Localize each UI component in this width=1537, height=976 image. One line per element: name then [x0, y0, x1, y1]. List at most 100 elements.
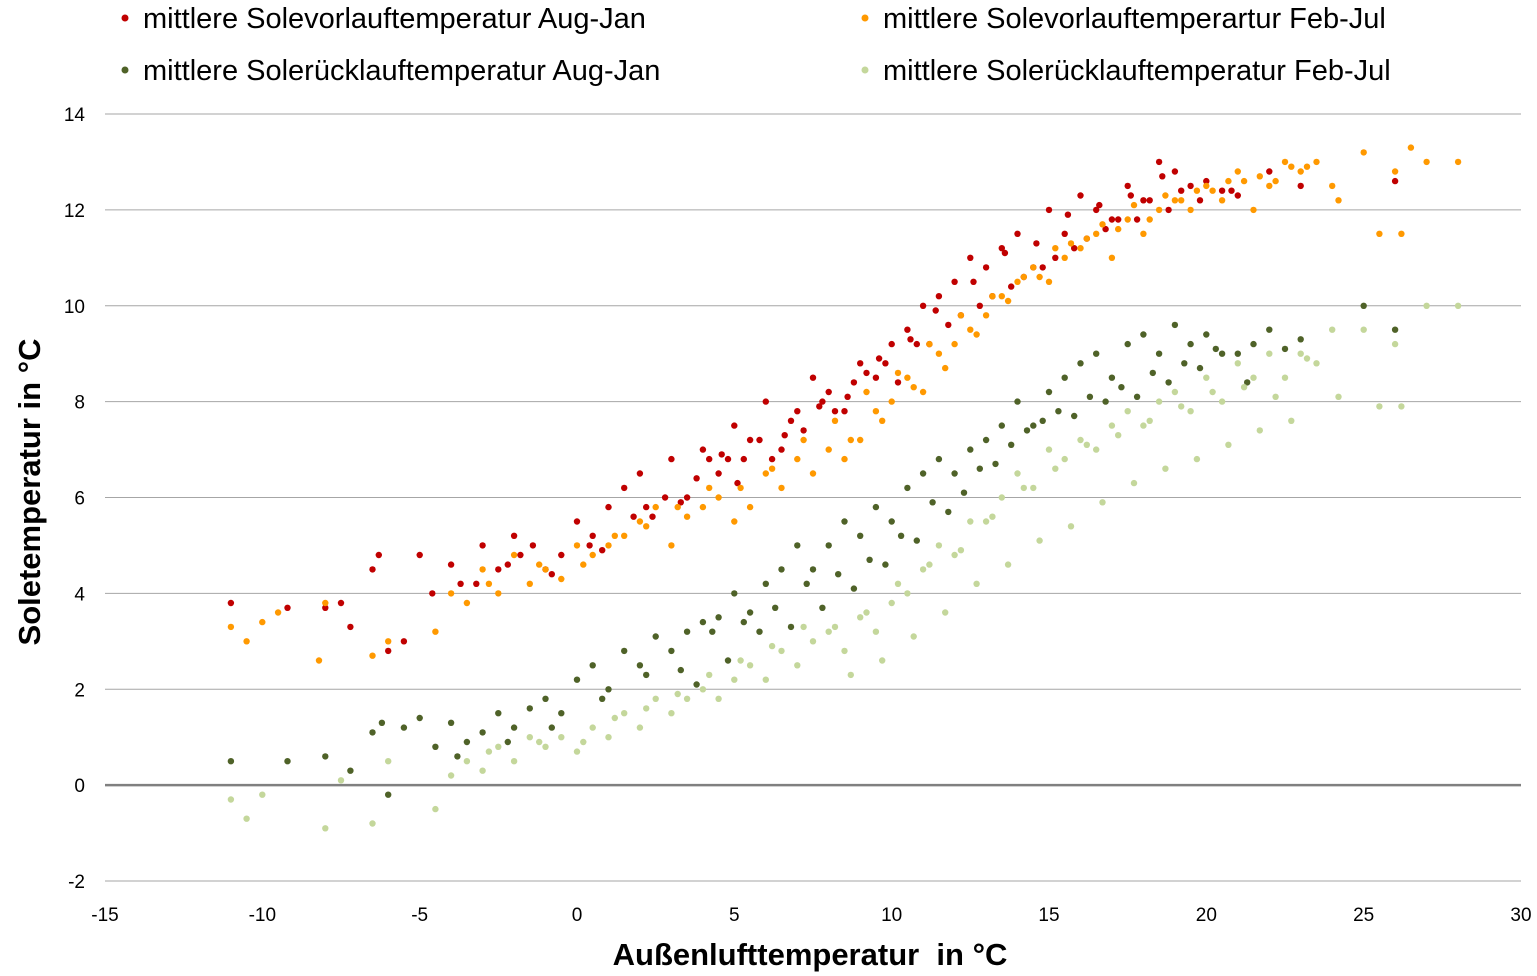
data-point — [888, 599, 895, 607]
data-point — [731, 422, 738, 429]
data-point — [942, 609, 949, 616]
data-point — [674, 503, 681, 511]
data-point — [731, 518, 738, 525]
data-point — [683, 494, 691, 501]
data-point — [1171, 388, 1179, 396]
data-point — [636, 518, 644, 525]
data-point — [803, 580, 810, 587]
data-point — [982, 436, 990, 444]
data-point — [1102, 398, 1109, 405]
data-point — [621, 710, 628, 717]
series-1 — [227, 158, 1399, 655]
data-point — [1240, 177, 1248, 185]
data-point — [599, 547, 606, 554]
data-point — [274, 609, 282, 616]
data-point — [548, 724, 555, 731]
data-point — [850, 585, 858, 592]
data-point — [1240, 384, 1248, 391]
data-point — [882, 360, 889, 367]
data-point — [935, 455, 943, 463]
data-point — [693, 681, 700, 688]
data-point — [1398, 403, 1405, 410]
y-tick-label: 2 — [74, 680, 85, 701]
data-point — [1045, 206, 1053, 214]
data-point — [831, 417, 839, 424]
data-point — [794, 408, 801, 415]
data-point — [1124, 408, 1131, 415]
legend-item: mittlere Solerücklauftemperatur Aug-Jan — [121, 55, 660, 87]
data-point — [526, 734, 533, 741]
data-point — [1036, 273, 1043, 281]
data-point — [945, 321, 952, 329]
data-point — [1146, 216, 1153, 223]
data-point — [573, 542, 581, 549]
data-point — [894, 580, 902, 587]
data-point — [926, 561, 933, 568]
data-point — [1234, 350, 1242, 357]
data-point — [926, 340, 933, 348]
data-point — [1234, 168, 1242, 175]
data-point — [243, 638, 250, 645]
data-point — [683, 628, 691, 635]
data-point — [825, 628, 832, 635]
data-point — [863, 388, 870, 396]
data-point — [1303, 163, 1311, 170]
data-point — [636, 662, 644, 669]
data-point — [1256, 173, 1264, 180]
data-point — [1108, 254, 1116, 261]
data-point — [715, 470, 722, 477]
x-tick-label: -5 — [411, 905, 428, 926]
data-point — [1193, 455, 1201, 463]
data-point — [772, 604, 779, 611]
data-point — [1329, 182, 1336, 190]
data-point — [529, 542, 537, 549]
data-point — [844, 393, 851, 400]
data-point — [1187, 206, 1194, 214]
data-point — [1115, 216, 1122, 223]
data-point — [227, 758, 235, 765]
data-point — [1234, 192, 1242, 199]
x-tick-label: 15 — [1038, 905, 1059, 926]
data-point — [1061, 455, 1068, 463]
data-point — [1155, 158, 1163, 166]
data-point — [1146, 417, 1153, 424]
data-point — [1266, 182, 1273, 190]
data-point — [479, 729, 486, 736]
data-point — [951, 340, 958, 348]
data-point — [485, 748, 493, 755]
y-tick-label: 4 — [74, 584, 85, 605]
data-point — [897, 532, 905, 539]
x-axis-title: Außenlufttemperatur in °C — [613, 937, 1008, 972]
data-point — [942, 364, 949, 372]
data-point — [1398, 230, 1405, 237]
y-tick-label: -2 — [68, 872, 85, 893]
data-point — [1297, 336, 1304, 343]
data-point — [768, 642, 776, 650]
data-point — [1061, 374, 1068, 381]
data-point — [863, 609, 870, 616]
data-point — [1140, 230, 1147, 237]
data-point — [787, 417, 795, 424]
data-point — [1039, 264, 1046, 271]
data-point — [1146, 197, 1153, 204]
data-point — [879, 417, 886, 424]
data-point — [1376, 230, 1383, 237]
data-point — [1225, 441, 1232, 448]
data-point — [1155, 350, 1163, 357]
data-point — [400, 638, 408, 645]
data-point — [731, 590, 738, 597]
data-point — [913, 340, 920, 348]
grid-lines — [105, 113, 1521, 882]
data-point — [857, 436, 864, 444]
data-point — [337, 599, 345, 607]
data-point — [589, 551, 596, 559]
data-point — [385, 647, 392, 655]
data-point — [599, 695, 606, 702]
data-point — [1297, 168, 1304, 175]
y-tick-label: 8 — [74, 393, 85, 414]
data-point — [227, 623, 235, 631]
data-point — [1218, 350, 1226, 357]
data-point — [1303, 355, 1311, 362]
data-point — [1083, 235, 1091, 242]
x-tick-label: 0 — [572, 905, 583, 926]
